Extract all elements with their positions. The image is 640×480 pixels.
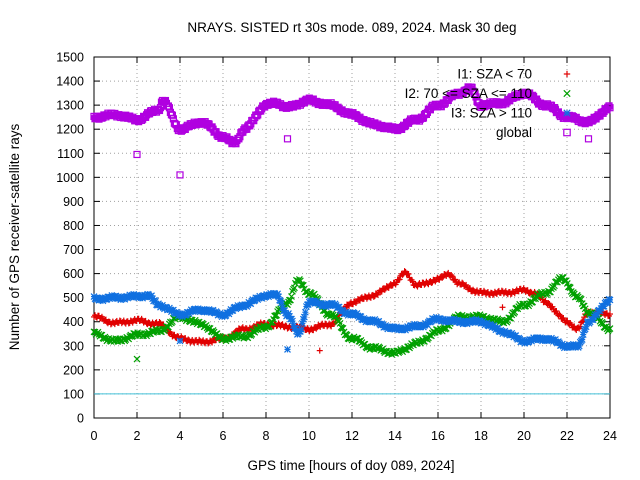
legend-marker [563, 89, 571, 98]
legend-label: I2: 70 <= SZA <= 110 [405, 86, 532, 101]
x-tick-label: 22 [560, 429, 574, 443]
x-tick-label: 2 [134, 429, 141, 443]
data-point [396, 276, 403, 283]
data-point [459, 279, 466, 286]
data-point [606, 296, 614, 304]
y-tick-label: 1500 [56, 51, 84, 65]
legend-label: global [496, 125, 532, 140]
data-point-outlier [284, 345, 291, 353]
legend-marker [563, 109, 571, 117]
tick-labels: 0100200300400500600700800900100011001200… [56, 51, 617, 444]
data-point-outlier [499, 304, 506, 311]
y-tick-label: 400 [63, 315, 84, 329]
x-tick-label: 8 [263, 429, 270, 443]
data-point [156, 318, 163, 325]
data-point [301, 308, 309, 316]
data-point [449, 273, 456, 280]
data-point [271, 312, 279, 320]
x-tick-label: 12 [345, 429, 359, 443]
series-2-points [90, 273, 614, 363]
y-axis-label: Number of GPS receiver-satellite rays [7, 123, 22, 350]
data-marks [90, 83, 614, 363]
data-point-outlier [133, 355, 141, 363]
data-point [165, 104, 174, 112]
series-4-points [90, 83, 614, 179]
data-point [298, 319, 306, 327]
data-point-outlier [176, 337, 184, 345]
y-tick-label: 1300 [56, 99, 84, 113]
chart-title: NRAYS. SISTED rt 30s mode. 089, 2024. Ma… [187, 20, 516, 35]
data-point [154, 105, 163, 114]
data-point [605, 102, 613, 110]
y-tick-label: 500 [63, 291, 84, 305]
y-tick-label: 1200 [56, 123, 84, 137]
y-tick-label: 1000 [56, 171, 84, 185]
data-point [289, 287, 296, 295]
data-point [405, 270, 412, 277]
x-tick-label: 10 [302, 429, 316, 443]
series-3-points [90, 289, 614, 353]
y-tick-label: 100 [63, 387, 84, 401]
y-tick-label: 300 [63, 339, 84, 353]
data-point [401, 268, 408, 275]
data-point [448, 272, 455, 279]
data-point [396, 348, 404, 356]
data-point [288, 293, 295, 300]
legend: I1: SZA < 70 I2: 70 <= SZA <= 110 I3: SZA … [405, 67, 571, 140]
data-point [564, 283, 572, 291]
legend-label: I1: SZA < 70 [457, 67, 532, 82]
data-point-outlier [283, 135, 292, 143]
legend-label: I3: SZA > 110 [451, 106, 532, 121]
x-tick-label: 14 [388, 429, 402, 443]
x-tick-label: 18 [474, 429, 488, 443]
x-tick-label: 4 [177, 429, 184, 443]
data-point [546, 300, 553, 307]
data-point-outlier [316, 347, 323, 354]
y-tick-label: 0 [77, 412, 84, 426]
data-point [182, 335, 189, 342]
data-point-outlier [133, 150, 141, 159]
data-point [606, 325, 614, 332]
data-point [556, 311, 563, 318]
data-point [606, 104, 614, 112]
data-point [381, 286, 388, 293]
x-tick-label: 16 [431, 429, 445, 443]
y-tick-label: 900 [63, 195, 84, 209]
y-tick-label: 200 [63, 363, 84, 377]
y-tick-label: 700 [63, 243, 84, 257]
data-point [370, 293, 377, 300]
x-tick-label: 24 [603, 429, 617, 443]
data-point [553, 308, 560, 315]
data-point-outlier [584, 135, 593, 143]
y-tick-label: 800 [63, 219, 84, 233]
x-tick-label: 6 [220, 429, 227, 443]
y-tick-label: 600 [63, 267, 84, 281]
legend-marker [563, 70, 571, 78]
plot-border [93, 56, 611, 419]
x-tick-label: 20 [517, 429, 531, 443]
data-point-outlier [176, 171, 184, 179]
legend-marker [563, 128, 571, 137]
data-point [336, 319, 344, 327]
x-tick-label: 0 [91, 429, 98, 443]
data-point [297, 325, 305, 333]
x-axis-label: GPS time [hours of doy 089, 2024] [247, 458, 454, 473]
data-point [545, 300, 552, 307]
y-tick-label: 1400 [56, 75, 84, 89]
data-point [439, 274, 446, 281]
data-point [607, 311, 613, 318]
y-tick-label: 1100 [57, 147, 84, 161]
